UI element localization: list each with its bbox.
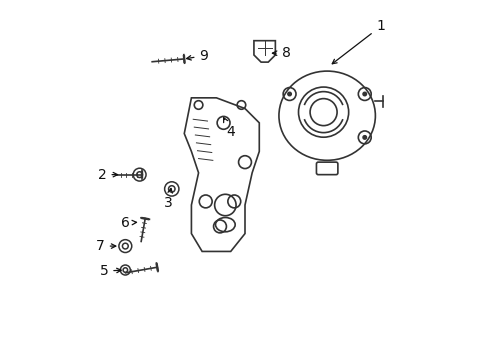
Text: 2: 2: [98, 168, 118, 182]
Circle shape: [363, 92, 367, 96]
Text: 6: 6: [121, 216, 137, 230]
Text: 8: 8: [272, 46, 291, 60]
Text: 5: 5: [99, 264, 121, 278]
Circle shape: [288, 92, 292, 96]
Text: 3: 3: [164, 188, 172, 210]
Circle shape: [363, 136, 367, 139]
Text: 1: 1: [332, 19, 385, 64]
Text: 9: 9: [187, 49, 208, 63]
Text: 4: 4: [223, 118, 235, 139]
Text: 7: 7: [96, 239, 116, 253]
